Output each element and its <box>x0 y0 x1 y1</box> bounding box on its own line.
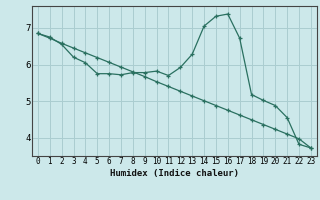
X-axis label: Humidex (Indice chaleur): Humidex (Indice chaleur) <box>110 169 239 178</box>
